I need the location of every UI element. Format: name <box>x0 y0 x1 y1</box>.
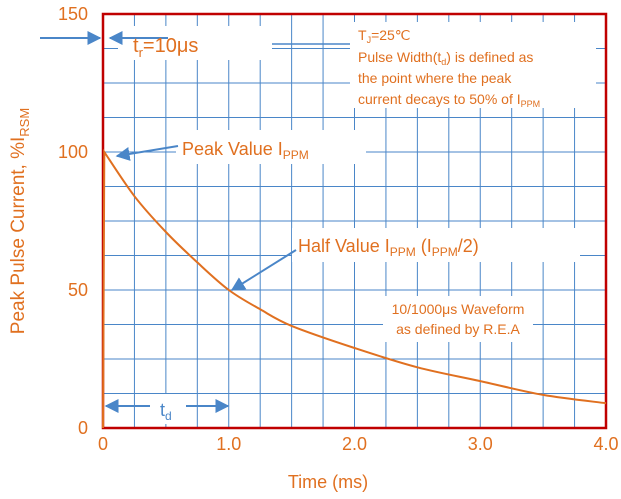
td-label-background <box>148 394 188 424</box>
pulse-width-note-line2: the point where the peak <box>358 70 512 86</box>
half-label-background <box>292 228 580 262</box>
y-axis-title: Peak Pulse Current, %IRSM <box>8 108 32 334</box>
series-line <box>102 148 607 429</box>
waveform-note-background <box>383 296 533 342</box>
x-tick-label: 1.0 <box>216 434 241 454</box>
peak-arrow <box>115 145 179 161</box>
y-tick-label: 100 <box>58 142 88 162</box>
y-tick-label: 0 <box>78 418 88 438</box>
y-tick-label: 150 <box>58 4 88 24</box>
peak-label-background <box>176 130 366 164</box>
tr-label: tr=10μs <box>133 35 198 60</box>
td-label: td <box>160 400 172 423</box>
tr-label-background <box>118 26 272 60</box>
waveform-note-line2: as defined by R.E.A <box>396 321 520 337</box>
peak-label: Peak Value IPPM <box>182 139 309 162</box>
x-tick-label: 3.0 <box>468 434 493 454</box>
half-arrow <box>230 249 297 291</box>
pulse-width-note-line3: current decays to 50% of IPPM <box>358 91 540 109</box>
tj-label: TJ=25℃ <box>358 27 411 45</box>
x-tick-label: 4.0 <box>593 434 618 454</box>
pulse-width-note-line1: Pulse Width(td) is defined as <box>358 49 533 67</box>
half-label: Half Value IPPM (IPPM/2) <box>298 236 479 259</box>
x-axis-title: Time (ms) <box>288 472 368 492</box>
x-tick-label: 2.0 <box>342 434 367 454</box>
waveform-note-line1: 10/1000μs Waveform <box>392 301 525 317</box>
x-tick-label: 0 <box>98 434 108 454</box>
y-tick-label: 50 <box>68 280 88 300</box>
tj-note-background <box>350 22 596 108</box>
